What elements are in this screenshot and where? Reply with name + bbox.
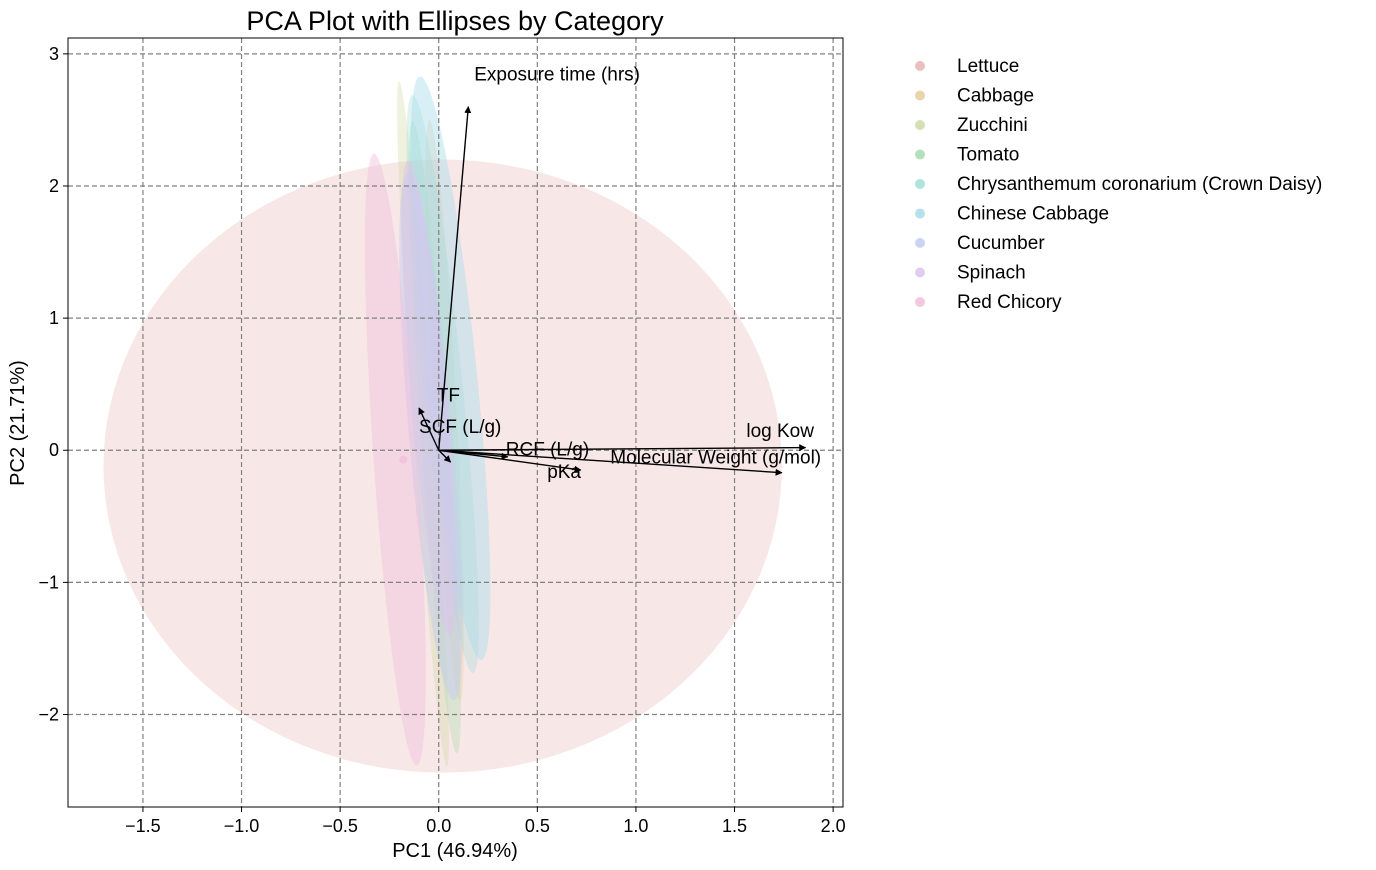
loading-arrow-exposure-time-hrs [438,106,472,451]
loading-label-tf: TF [437,385,460,406]
ellipse-spinach [401,160,457,635]
y-tick-label-0: −2 [38,705,59,725]
ellipse-chinese-cabbage [410,76,491,661]
y-tick-label-1: −1 [38,572,59,592]
legend-label-chrysanthemum-coronarium-crown-daisy: Chrysanthemum coronarium (Crown Daisy) [957,174,1322,195]
y-axis-ticks: −2 −1 0 1 2 3 [38,44,68,725]
x-tick-label-7: 2.0 [821,816,846,836]
legend: Lettuce Cabbage Zucchini Tomato Chrysanthemu… [915,56,1322,313]
points-layer [399,455,408,464]
legend-label-lettuce: Lettuce [957,56,1019,77]
loading-arrow-log-kow [438,444,807,452]
legend-marker-spinach [915,267,925,278]
loading-label-pka: pKa [547,462,581,483]
loading-label-scf-l-g: SCF (L/g) [419,417,501,438]
data-point-0 [399,455,408,464]
loading-label-exposure-time-hrs: Exposure time (hrs) [474,64,640,85]
ellipse-layer [103,76,782,773]
loading-label-log-kow: log Kow [746,421,814,442]
loading-label-rcf-l-g: RCF (L/g) [506,440,589,461]
x-tick-label-4: 0.5 [525,816,550,836]
x-tick-label-2: −0.5 [322,816,358,836]
legend-label-spinach: Spinach [957,263,1026,284]
legend-label-cucumber: Cucumber [957,233,1045,254]
y-axis-label: PC2 (21.71%) [7,360,29,486]
legend-label-red-chicory: Red Chicory [957,292,1062,313]
x-tick-label-5: 1.0 [623,816,648,836]
ellipse-red-chicory [364,153,426,766]
legend-marker-chrysanthemum-coronarium-crown-daisy [915,179,925,189]
x-tick-label-3: 0.0 [426,816,451,836]
legend-marker-lettuce [915,61,925,71]
loading-label-molecular-weight-g-mol: Molecular Weight (g/mol) [610,447,821,468]
x-tick-label-0: −1.5 [125,816,161,836]
loadings-layer: Exposure time (hrs) log Kow Molecular Weig… [418,64,821,483]
legend-marker-tomato [915,149,925,160]
y-tick-label-5: 3 [49,44,59,64]
legend-marker-red-chicory [915,297,925,307]
legend-label-zucchini: Zucchini [957,115,1028,136]
legend-marker-cabbage [915,90,925,101]
x-axis-ticks: −1.5 −1.0 −0.5 0.0 0.5 1.0 1.5 2.0 [125,807,846,836]
loading-arrow-scf-l-g [418,407,440,451]
loading-arrow-rcf-l-g [438,449,509,460]
y-tick-label-4: 2 [49,176,59,196]
legend-label-chinese-cabbage: Chinese Cabbage [957,204,1109,225]
legend-marker-chinese-cabbage [915,208,925,219]
x-axis-label: PC1 (46.94%) [392,840,518,862]
loading-arrow-molecular-weight-g-mol [438,449,783,476]
loading-arrow-pka [438,449,582,473]
x-tick-label-6: 1.5 [722,816,747,836]
legend-marker-zucchini [915,120,925,130]
grid-layer [68,38,843,807]
loading-arrow-tf [438,449,452,463]
y-tick-label-3: 1 [49,308,59,328]
x-tick-label-1: −1.0 [224,816,260,836]
legend-label-cabbage: Cabbage [957,86,1034,107]
plot-frame [67,37,844,808]
legend-marker-cucumber [915,238,925,248]
legend-label-tomato: Tomato [957,145,1019,166]
y-tick-label-2: 0 [49,440,59,460]
chart-title: PCA Plot with Ellipses by Category [246,6,664,36]
